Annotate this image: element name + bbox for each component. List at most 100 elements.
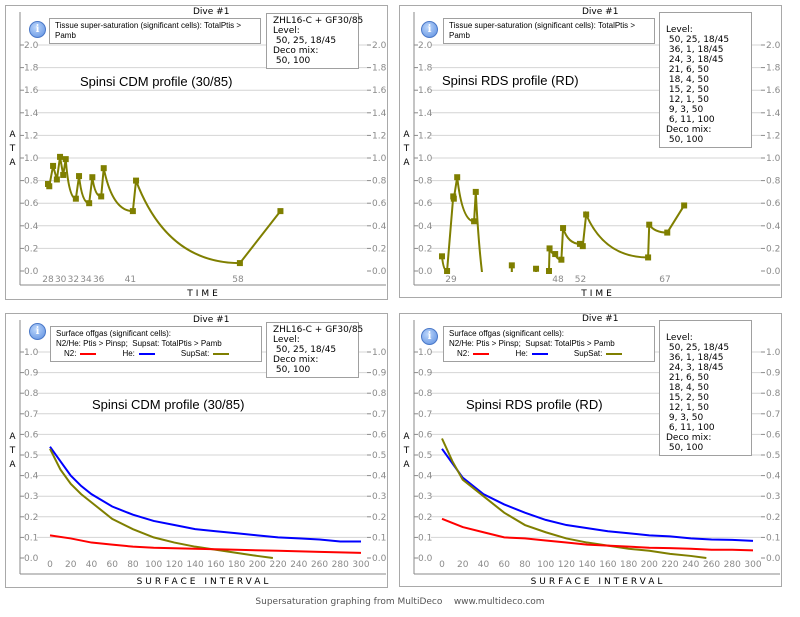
x-tick-label: 300 bbox=[744, 560, 761, 570]
info-icon[interactable]: i bbox=[29, 323, 46, 340]
data-point-marker bbox=[471, 218, 478, 225]
y-tick-label: 0.4 bbox=[24, 222, 39, 232]
chart-subtitle: Surface offgas (significant cells): N2/H… bbox=[449, 329, 615, 348]
data-point-marker bbox=[560, 225, 567, 232]
chart-title: Spinsi RDS profile (RD) bbox=[442, 73, 579, 88]
data-point-marker bbox=[438, 253, 445, 260]
y-tick-label-right: 0.4 bbox=[766, 222, 781, 232]
x-tick-label: 67 bbox=[659, 275, 670, 285]
x-tick-label: 28 bbox=[42, 275, 54, 285]
data-point-marker bbox=[277, 208, 284, 215]
data-point-marker bbox=[89, 174, 96, 181]
y-tick-label-right: 1.4 bbox=[766, 109, 781, 119]
data-point-marker bbox=[546, 245, 553, 252]
legend-label-supsat: SupSat: bbox=[180, 349, 210, 358]
y-tick-label-right: 1.8 bbox=[372, 64, 387, 74]
y-tick-label: 0.9 bbox=[418, 369, 433, 379]
x-tick-label: 300 bbox=[352, 560, 369, 570]
x-tick-label: 41 bbox=[125, 275, 136, 285]
data-point-marker bbox=[508, 262, 515, 269]
chart-subtitle: Surface offgas (significant cells): N2/H… bbox=[56, 329, 222, 348]
y-tick-label-right: 0.4 bbox=[372, 222, 387, 232]
y-tick-label: 0.3 bbox=[418, 492, 432, 502]
series-line-he bbox=[49, 446, 361, 543]
y-tick-label: 1.2 bbox=[418, 131, 432, 141]
chart-title: Spinsi CDM profile (30/85) bbox=[92, 397, 245, 412]
data-point-marker bbox=[558, 256, 565, 263]
x-tick-label: 200 bbox=[641, 560, 658, 570]
y-tick-label-right: 0.1 bbox=[372, 533, 386, 543]
chart-subtitle: Tissue super-saturation (significant cel… bbox=[55, 21, 244, 40]
legend-label-he: He: bbox=[122, 349, 135, 358]
y-tick-label-right: 2.0 bbox=[372, 41, 387, 51]
y-tick-label: 0.0 bbox=[24, 554, 39, 564]
y-tick-label: 0.6 bbox=[418, 430, 433, 440]
data-point-marker bbox=[664, 229, 671, 236]
y-tick-label: 1.0 bbox=[24, 154, 39, 164]
y-tick-label-right: 1.0 bbox=[766, 348, 781, 358]
y-tick-label: 1.8 bbox=[24, 64, 39, 74]
y-axis-label: ATA bbox=[403, 130, 410, 168]
y-tick-label-right: 0.4 bbox=[372, 472, 387, 482]
info-icon[interactable]: i bbox=[29, 21, 46, 38]
legend-swatch bbox=[138, 352, 155, 355]
y-tick-label-right: 0.8 bbox=[766, 177, 781, 187]
y-tick-label: 2.0 bbox=[418, 41, 433, 51]
info-icon[interactable]: i bbox=[421, 328, 438, 345]
y-axis-label: ATA bbox=[9, 130, 16, 168]
x-tick-label: 240 bbox=[290, 560, 307, 570]
x-tick-label: 100 bbox=[537, 560, 554, 570]
info-icon[interactable]: i bbox=[421, 21, 438, 38]
data-point-marker bbox=[86, 200, 93, 207]
y-tick-label: 0.0 bbox=[418, 267, 433, 277]
x-tick-label: 260 bbox=[703, 560, 720, 570]
x-tick-label: 160 bbox=[207, 560, 224, 570]
y-tick-label-right: 0.7 bbox=[372, 410, 386, 420]
x-tick-label: 160 bbox=[599, 560, 616, 570]
y-tick-label: 0.4 bbox=[418, 222, 433, 232]
legend-swatch bbox=[473, 352, 490, 355]
data-point-marker bbox=[236, 260, 243, 267]
y-tick-label-right: 1.0 bbox=[766, 154, 781, 164]
legend-label-n2: N2: bbox=[64, 349, 77, 358]
series-legend: N2: He: SupSat: bbox=[56, 349, 256, 359]
series-line-n2 bbox=[441, 517, 754, 552]
x-tick-label: 140 bbox=[187, 560, 204, 570]
y-tick-label-right: 0.1 bbox=[766, 533, 780, 543]
data-point-marker bbox=[60, 171, 67, 178]
series-line-supsat bbox=[49, 448, 274, 559]
y-tick-label: 0.8 bbox=[24, 177, 39, 187]
y-tick-label: 0.2 bbox=[418, 513, 432, 523]
y-tick-label: 0.2 bbox=[24, 244, 38, 254]
y-tick-label: 0.5 bbox=[418, 451, 432, 461]
x-tick-label: 34 bbox=[80, 275, 92, 285]
chart-title: Spinsi CDM profile (30/85) bbox=[80, 74, 233, 89]
y-tick-label-right: 0.2 bbox=[766, 244, 780, 254]
y-tick-label-right: 0.2 bbox=[372, 513, 386, 523]
y-tick-label: 1.4 bbox=[24, 109, 39, 119]
chart-header-dive: Dive #1 bbox=[582, 7, 619, 17]
y-tick-label: 0.6 bbox=[24, 430, 39, 440]
series-line-supsat bbox=[441, 438, 707, 559]
x-tick-label: 220 bbox=[269, 560, 286, 570]
x-tick-label: 260 bbox=[311, 560, 328, 570]
x-tick-label: 32 bbox=[68, 275, 79, 285]
x-tick-label: 0 bbox=[439, 560, 445, 570]
y-tick-label-right: 1.0 bbox=[372, 348, 387, 358]
y-axis-label: ATA bbox=[403, 432, 410, 470]
x-tick-label: 52 bbox=[575, 275, 586, 285]
chart-subtitle-box: Tissue super-saturation (significant cel… bbox=[49, 18, 261, 44]
y-tick-label-right: 1.8 bbox=[766, 64, 781, 74]
chart-header-dive: Dive #1 bbox=[582, 314, 619, 324]
y-tick-label: 1.0 bbox=[418, 348, 433, 358]
y-tick-label: 0.5 bbox=[24, 451, 38, 461]
x-tick-label: 200 bbox=[249, 560, 266, 570]
legend-swatch bbox=[80, 352, 97, 355]
x-tick-label: 280 bbox=[724, 560, 741, 570]
data-point-marker bbox=[545, 268, 552, 274]
y-tick-label: 0.4 bbox=[24, 472, 39, 482]
x-tick-label: 20 bbox=[457, 560, 469, 570]
data-point-marker bbox=[50, 162, 57, 169]
x-tick-label: 120 bbox=[166, 560, 183, 570]
